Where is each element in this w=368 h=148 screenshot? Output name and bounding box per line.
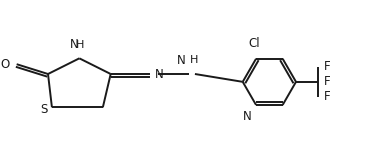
Text: F: F [323,75,330,88]
Text: Cl: Cl [248,37,260,50]
Text: N: N [155,67,164,81]
Text: O: O [0,58,10,71]
Text: F: F [323,90,330,103]
Text: H: H [190,55,198,65]
Text: S: S [40,103,47,116]
Text: N: N [177,54,186,67]
Text: N: N [70,38,79,51]
Text: N: N [243,110,251,123]
Text: H: H [76,40,84,50]
Text: F: F [323,60,330,73]
